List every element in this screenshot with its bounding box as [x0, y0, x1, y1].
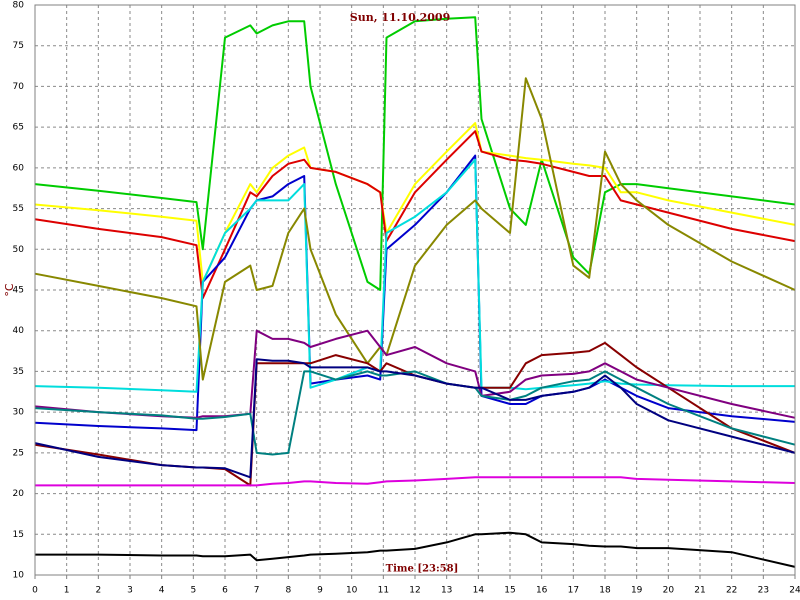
y-tick-label: 30 [13, 408, 25, 418]
x-tick-label: 19 [631, 586, 643, 596]
x-axis-label: Time [23:58] [386, 564, 459, 575]
x-tick-label: 1 [64, 586, 70, 596]
y-tick-label: 65 [13, 123, 24, 133]
x-tick-label: 8 [285, 586, 291, 596]
x-tick-label: 20 [663, 586, 675, 596]
x-tick-label: 21 [694, 586, 705, 596]
y-tick-label: 25 [13, 448, 24, 458]
x-tick-label: 15 [504, 586, 515, 596]
x-tick-label: 7 [254, 586, 260, 596]
x-tick-label: 24 [789, 586, 800, 596]
data-line [34, 16, 796, 291]
y-tick-label: 10 [13, 571, 25, 581]
y-tick-label: 40 [13, 326, 25, 336]
x-tick-label: 14 [473, 586, 485, 596]
x-tick-label: 9 [317, 586, 323, 596]
y-tick-label: 15 [13, 530, 24, 540]
chart-title: Sun, 11.10.2009 [350, 11, 451, 24]
lines [34, 16, 796, 568]
x-tick-label: 12 [409, 586, 420, 596]
y-tick-label: 75 [13, 41, 24, 51]
x-tick-label: 6 [222, 586, 228, 596]
y-tick-label: 70 [13, 82, 25, 92]
data-line [34, 358, 796, 479]
x-tick-label: 17 [568, 586, 579, 596]
x-tick-label: 13 [441, 586, 452, 596]
y-tick-label: 50 [13, 245, 25, 255]
y-tick-label: 60 [13, 163, 25, 173]
data-line [34, 370, 796, 456]
x-tick-label: 5 [190, 586, 196, 596]
x-tick-label: 2 [95, 586, 101, 596]
data-line [35, 476, 796, 487]
y-tick-label: 20 [13, 489, 25, 499]
y-axis-label: °C [3, 283, 16, 297]
data-line [34, 158, 795, 393]
x-tick-label: 3 [127, 586, 133, 596]
x-tick-label: 0 [32, 586, 38, 596]
x-tick-label: 4 [159, 586, 165, 596]
data-line [35, 531, 796, 568]
x-tick-label: 22 [726, 586, 737, 596]
y-tick-label: 45 [13, 286, 24, 296]
y-tick-label: 55 [13, 204, 24, 214]
x-tick-label: 10 [346, 586, 358, 596]
x-tick-label: 23 [758, 586, 769, 596]
x-tick-label: 11 [378, 586, 389, 596]
y-tick-label: 80 [13, 1, 25, 11]
x-tick-label: 16 [536, 586, 548, 596]
y-tick-label: 35 [13, 367, 24, 377]
x-tick-label: 18 [599, 586, 611, 596]
